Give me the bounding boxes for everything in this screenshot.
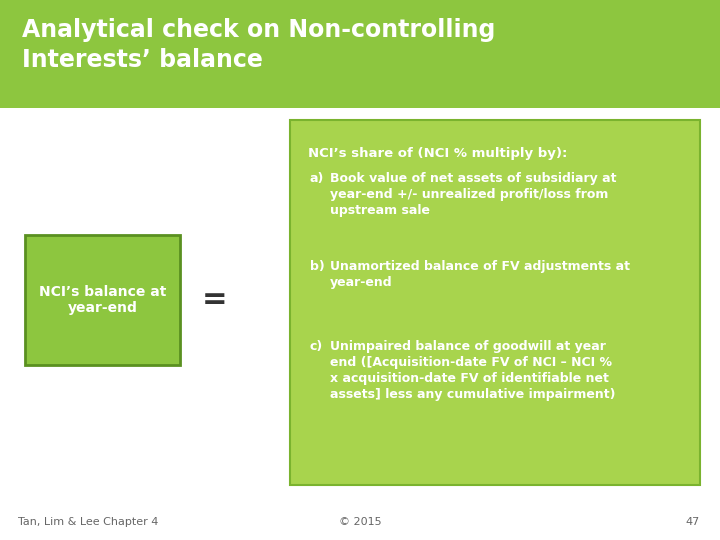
Text: =: =	[202, 286, 228, 314]
Text: c): c)	[310, 340, 323, 353]
Bar	[25, 235, 180, 365]
Text: NCI’s balance at
year-end: NCI’s balance at year-end	[39, 285, 166, 315]
Text: Tan, Lim & Lee Chapter 4: Tan, Lim & Lee Chapter 4	[18, 517, 158, 527]
Text: b): b)	[310, 260, 325, 273]
Text: Unamortized balance of FV adjustments at
year-end: Unamortized balance of FV adjustments at…	[330, 260, 630, 289]
Text: Analytical check on Non-controlling
Interests’ balance: Analytical check on Non-controlling Inte…	[22, 18, 495, 72]
Text: Book value of net assets of subsidiary at
year-end +/- unrealized profit/loss fr: Book value of net assets of subsidiary a…	[330, 172, 616, 217]
Text: NCI’s share of (NCI % multiply by):: NCI’s share of (NCI % multiply by):	[308, 147, 567, 160]
Bar	[0, 0, 720, 108]
Text: Unimpaired balance of goodwill at year
end ([Acquisition-date FV of NCI – NCI %
: Unimpaired balance of goodwill at year e…	[330, 340, 616, 401]
Text: 47: 47	[685, 517, 700, 527]
Bar	[290, 120, 700, 485]
Text: a): a)	[310, 172, 325, 185]
Text: © 2015: © 2015	[338, 517, 382, 527]
